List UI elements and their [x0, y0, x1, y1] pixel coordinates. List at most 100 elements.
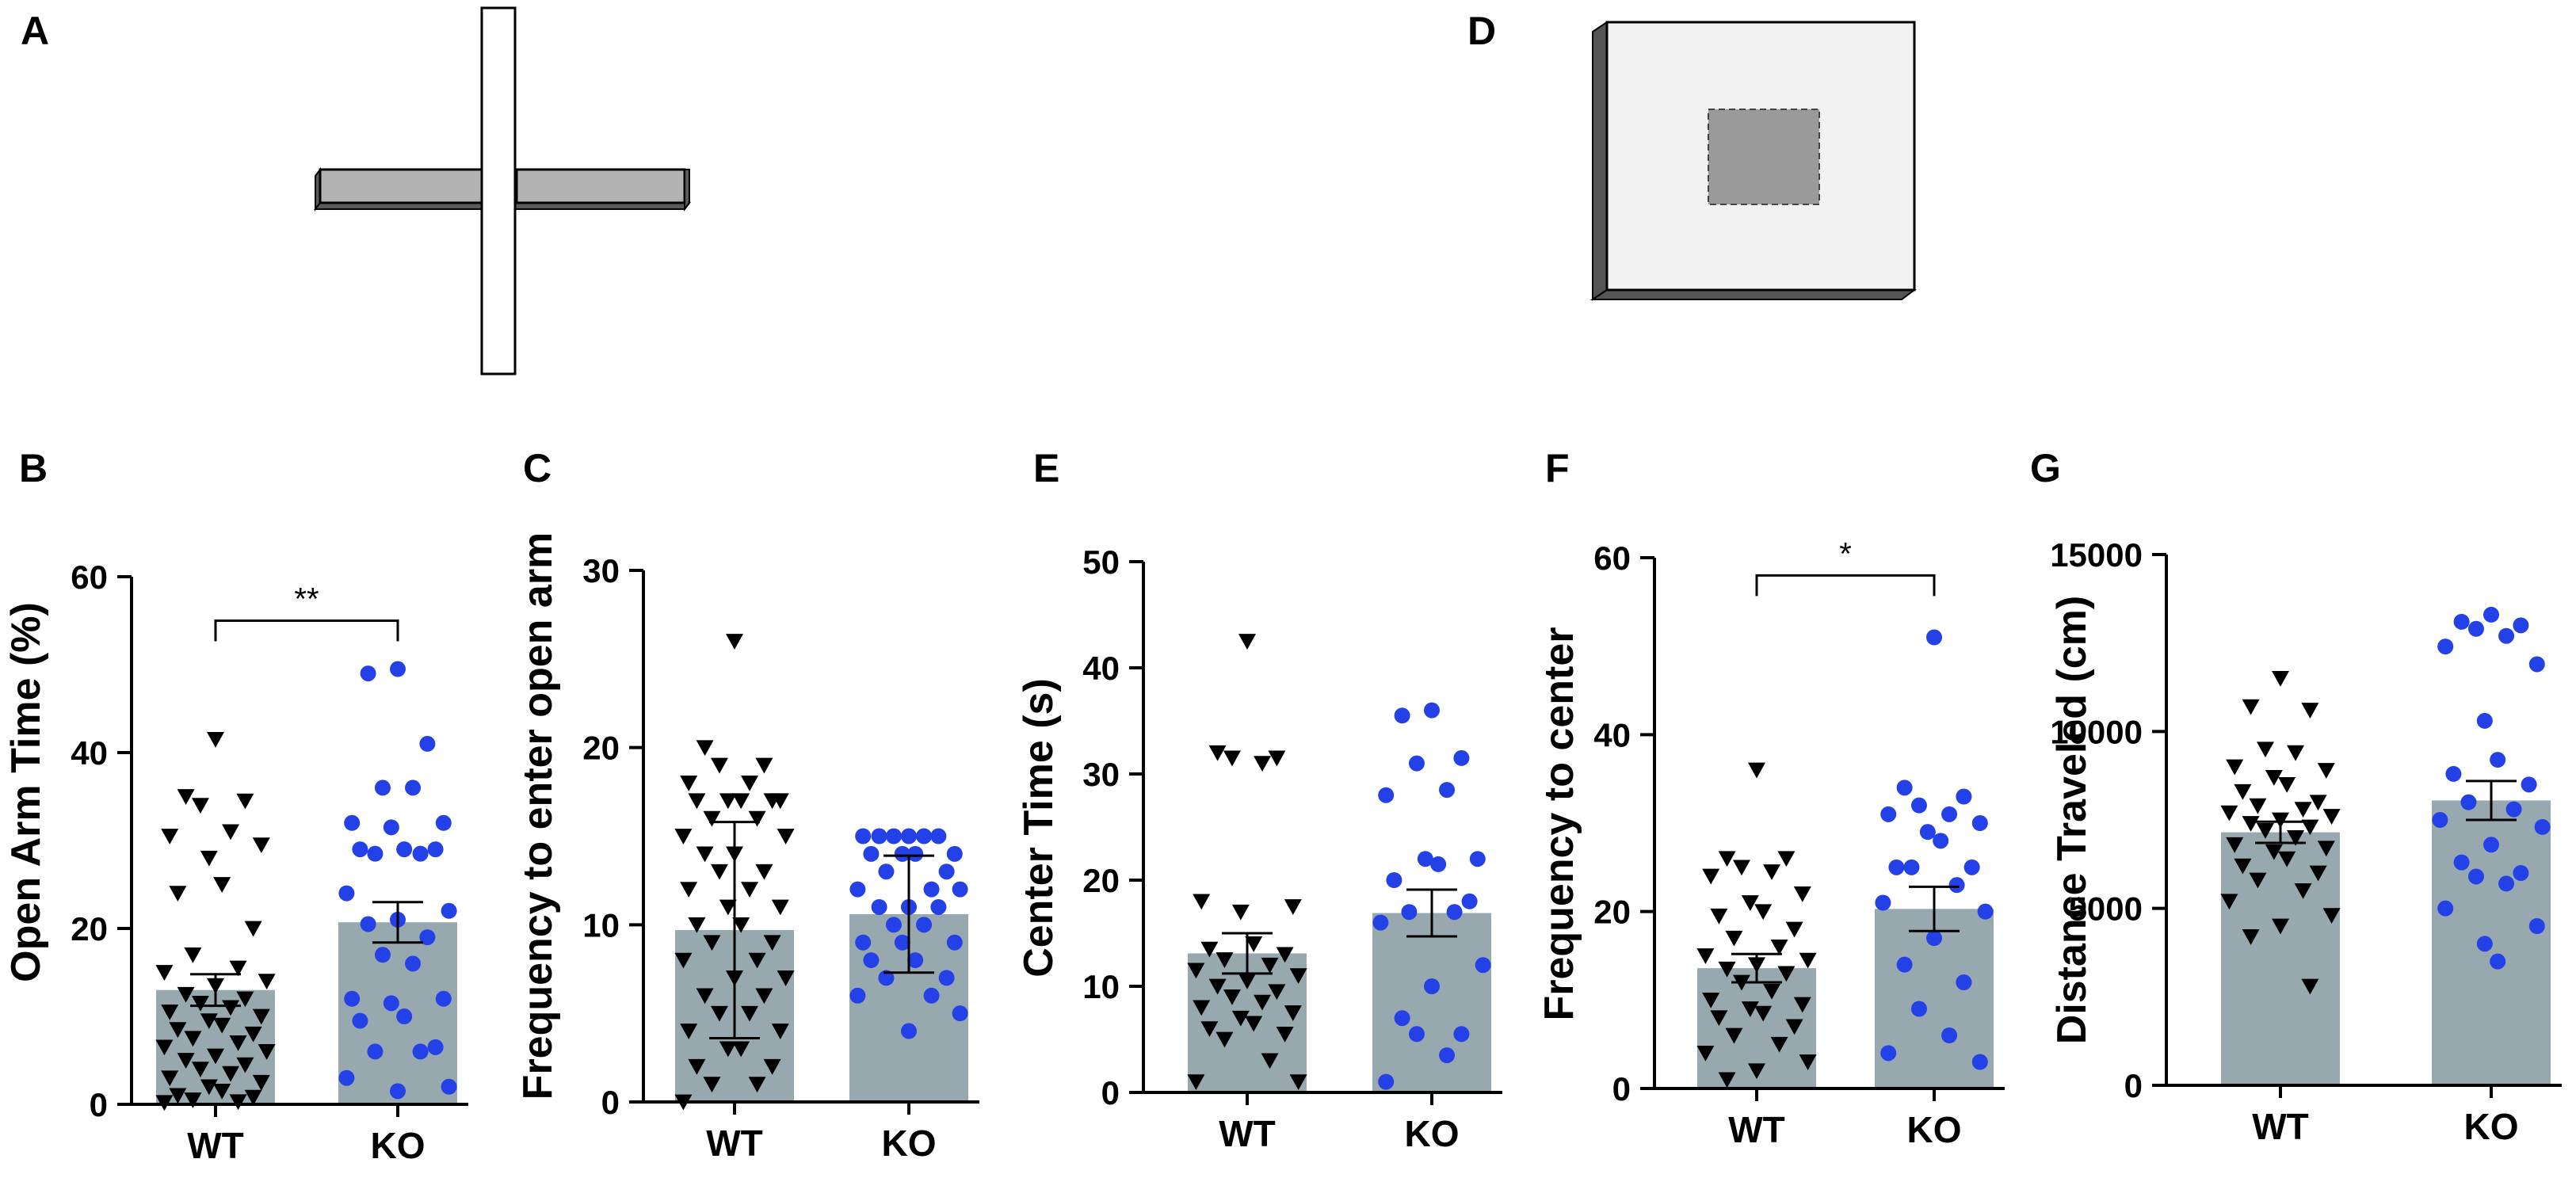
point-wt: [244, 1089, 262, 1106]
point-ko: [1394, 707, 1410, 724]
point-wt: [155, 965, 174, 981]
point-wt: [2294, 883, 2312, 899]
error-bar-wt: [1731, 952, 1782, 984]
x-tick-label-ko: KO: [1405, 1113, 1460, 1154]
plus-maze-diagram: [314, 6, 691, 376]
point-ko: [374, 947, 391, 963]
point-ko: [1386, 872, 1402, 888]
point-wt: [184, 1031, 202, 1047]
point-wt: [1276, 1026, 1294, 1043]
point-wt: [2249, 798, 2267, 814]
point-ko: [1424, 978, 1440, 994]
error-bar-wt: [1222, 932, 1273, 975]
point-wt: [2287, 745, 2305, 761]
point-wt: [258, 974, 276, 990]
point-wt: [1777, 851, 1796, 867]
point-wt: [2226, 759, 2244, 776]
y-tick-label: 40: [1593, 716, 1631, 753]
point-ko: [871, 828, 887, 844]
point-ko: [907, 845, 924, 862]
point-ko: [435, 814, 452, 831]
point-ko: [396, 1008, 413, 1024]
y-axis-title: Open Arm Time (%): [3, 602, 49, 982]
point-ko: [1439, 1047, 1456, 1064]
panel-d: D: [1467, 9, 1917, 301]
point-wt: [771, 899, 789, 916]
point-wt: [2301, 978, 2319, 995]
point-wt: [1223, 989, 1241, 1005]
x-tick-label-wt: WT: [2252, 1106, 2309, 1147]
maze-right-arm-side: [684, 169, 690, 212]
point-ko: [2521, 776, 2537, 793]
point-ko: [1461, 893, 1478, 909]
point-ko: [878, 970, 895, 986]
point-wt: [2287, 829, 2305, 846]
point-wt: [777, 970, 795, 986]
point-ko: [946, 934, 963, 951]
y-axis-title: Frequency to enter open arm: [515, 532, 561, 1100]
y-tick-label: 0: [1101, 1074, 1120, 1111]
significance-label: *: [1839, 536, 1852, 571]
point-ko: [901, 828, 917, 844]
point-wt: [2256, 823, 2274, 839]
point-wt: [741, 1005, 759, 1022]
point-wt: [741, 776, 759, 791]
y-tick-label: 60: [1593, 539, 1631, 577]
point-wt: [177, 789, 195, 805]
point-ko: [441, 902, 457, 919]
point-wt: [2294, 802, 2312, 818]
point-wt: [222, 1066, 240, 1082]
point-ko: [1439, 782, 1456, 799]
point-wt: [1763, 983, 1781, 1000]
point-wt: [222, 1000, 240, 1016]
point-wt: [1741, 895, 1759, 911]
point-ko: [938, 863, 955, 880]
point-wt: [1238, 973, 1256, 989]
panel-label-a: A: [21, 9, 49, 53]
point-wt: [1261, 1053, 1279, 1069]
point-ko: [855, 828, 872, 844]
point-ko: [412, 1043, 429, 1060]
point-wt: [2309, 865, 2327, 882]
point-ko: [1408, 755, 1425, 772]
point-ko: [894, 845, 910, 862]
point-ko: [1926, 930, 1942, 947]
y-tick-label: 0: [90, 1086, 108, 1123]
point-ko: [2528, 656, 2545, 673]
point-wt: [2265, 844, 2283, 860]
point-wt: [244, 1026, 262, 1043]
point-ko: [2490, 752, 2506, 768]
point-wt: [1215, 1031, 1234, 1048]
point-wt: [719, 793, 737, 810]
point-ko: [855, 934, 872, 951]
y-tick-label: 0: [601, 1084, 620, 1121]
point-wt: [1223, 750, 1241, 767]
y-axis-title: Distance Traveled (cm): [2049, 596, 2095, 1044]
point-wt: [177, 986, 195, 1003]
chart-panel-c: C Frequency to enter open arm 0 10 20 30 WT KO: [515, 446, 979, 1164]
point-wt: [2278, 776, 2296, 793]
point-wt: [710, 757, 728, 774]
error-bar-wt: [190, 973, 241, 1008]
point-wt: [1702, 992, 1720, 1008]
point-wt: [732, 793, 750, 810]
point-wt: [2242, 816, 2260, 832]
point-ko: [2453, 613, 2470, 630]
y-tick-label: 20: [1593, 894, 1631, 931]
error-bar-ko: [883, 854, 934, 974]
point-ko: [1956, 788, 1972, 805]
point-ko: [1372, 914, 1389, 931]
point-wt: [191, 996, 209, 1012]
y-tick-label: 0: [1612, 1070, 1631, 1107]
point-wt: [213, 1017, 231, 1034]
point-wt: [2317, 763, 2335, 779]
point-wt: [1208, 745, 1227, 761]
point-wt: [1754, 904, 1773, 921]
point-wt: [236, 1057, 254, 1073]
point-wt: [2272, 812, 2289, 829]
point-wt: [2234, 858, 2252, 875]
point-ko: [435, 990, 452, 1007]
point-ko: [907, 952, 924, 969]
error-bar-ko: [1909, 885, 1960, 932]
y-tick-label: 20: [1082, 862, 1120, 899]
